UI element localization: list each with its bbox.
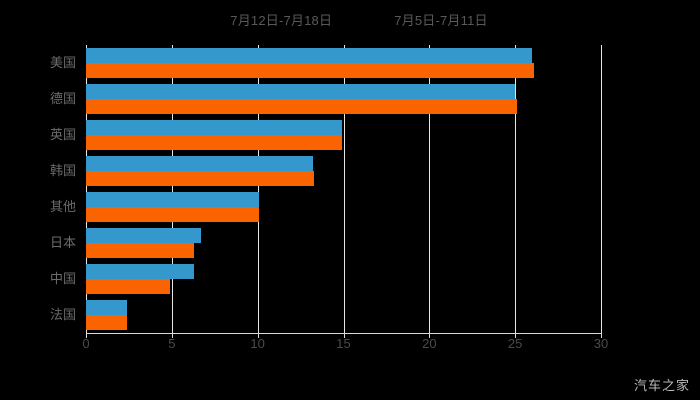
x-tick-label-15: 15 <box>336 336 351 351</box>
legend-square-marker-icon <box>376 15 387 26</box>
bar-德国-series-1[interactable] <box>86 99 517 114</box>
legend-item-series-1[interactable]: 7月5日-7月11日 <box>376 14 488 27</box>
plot-area <box>86 45 602 333</box>
x-tick-label-0: 0 <box>82 336 90 351</box>
gridline-x-30 <box>601 45 602 333</box>
x-tick-mark-25 <box>515 333 517 338</box>
bar-韩国-series-0[interactable] <box>86 156 313 171</box>
gridline-x-10 <box>257 45 259 333</box>
gridline-x-0 <box>86 45 87 333</box>
gridline-x-15 <box>343 45 345 333</box>
gridline-x-20 <box>429 45 431 333</box>
x-tick-mark-5 <box>171 333 173 338</box>
y-axis-category-label: 韩国 <box>49 163 76 178</box>
bar-中国-series-0[interactable] <box>86 264 195 279</box>
bar-其他-series-1[interactable] <box>86 207 260 222</box>
bar-其他-series-0[interactable] <box>86 192 260 207</box>
y-axis-category-label: 美国 <box>49 55 76 70</box>
y-axis-category-label: 英国 <box>49 127 76 142</box>
x-tick-label-5: 5 <box>168 336 176 351</box>
legend-item-series-0[interactable]: 7月12日-7月18日 <box>212 14 332 27</box>
bar-中国-series-1[interactable] <box>86 279 171 294</box>
y-axis-category-label: 法国 <box>49 307 76 322</box>
legend-label-series-0: 7月12日-7月18日 <box>230 12 333 28</box>
x-tick-mark-20 <box>429 333 431 338</box>
bar-德国-series-0[interactable] <box>86 84 516 99</box>
bar-韩国-series-1[interactable] <box>86 171 315 186</box>
x-tick-label-30: 30 <box>593 336 609 351</box>
y-axis-category-label: 日本 <box>49 235 76 250</box>
x-tick-mark-0 <box>86 333 87 338</box>
bar-美国-series-0[interactable] <box>86 48 533 63</box>
bar-法国-series-0[interactable] <box>86 300 128 315</box>
x-tick-label-20: 20 <box>422 336 437 351</box>
watermark-label: 汽车之家 <box>633 378 690 393</box>
y-axis-category-label: 德国 <box>49 91 76 106</box>
bar-英国-series-1[interactable] <box>86 135 342 150</box>
gridline-x-5 <box>171 45 173 333</box>
x-tick-label-25: 25 <box>507 336 523 351</box>
bar-法国-series-1[interactable] <box>86 315 128 330</box>
bar-日本-series-1[interactable] <box>86 243 195 258</box>
bar-美国-series-1[interactable] <box>86 63 535 78</box>
bar-英国-series-0[interactable] <box>86 120 342 135</box>
legend-circle-marker-icon <box>212 15 223 26</box>
legend-label-series-1: 7月5日-7月11日 <box>394 12 488 28</box>
gridline-x-25 <box>515 45 517 333</box>
chart-legend: 7月12日-7月18日 7月5日-7月11日 <box>0 8 700 32</box>
x-tick-mark-15 <box>343 333 345 338</box>
y-axis-category-label: 中国 <box>49 271 76 286</box>
y-axis-category-label: 其他 <box>49 199 76 214</box>
x-tick-mark-30 <box>601 333 602 338</box>
bar-日本-series-0[interactable] <box>86 228 202 243</box>
x-tick-mark-10 <box>257 333 259 338</box>
x-tick-label-10: 10 <box>250 336 265 351</box>
